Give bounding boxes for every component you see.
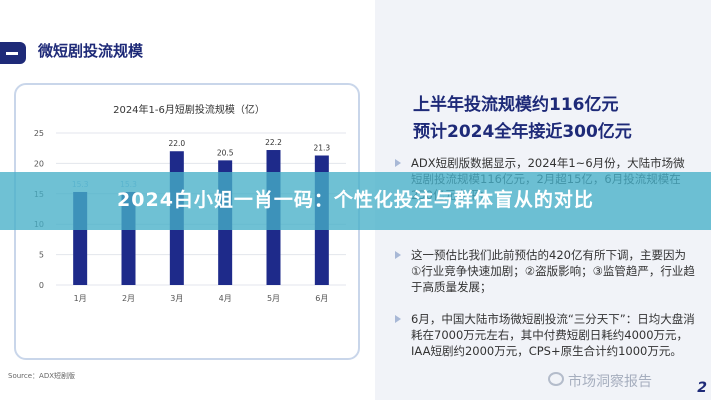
- paragraph-text: 6月，中国大陆市场微短剧投流“三分天下”：日均大盘消耗在7000万元左右，其中付…: [411, 312, 695, 358]
- x-tick-label: 4月: [219, 294, 232, 303]
- y-tick-label: 5: [39, 251, 44, 260]
- title-banner: [0, 172, 711, 230]
- y-tick-label: 20: [34, 159, 44, 168]
- bullet-paragraph-2: 这一预估比我们此前预估的420亿有所下调，主要因为①行业竞争快速加剧；②盗版影响…: [395, 247, 695, 295]
- x-tick-label: 6月: [315, 294, 328, 303]
- page-number: 2: [697, 380, 707, 396]
- bullet-arrow-icon: [395, 315, 401, 323]
- x-tick-label: 1月: [74, 294, 87, 303]
- data-label: 20.5: [217, 148, 234, 157]
- section-title: 微短剧投流规模: [38, 42, 144, 60]
- wechat-icon: [548, 372, 564, 386]
- data-label: 22.0: [168, 139, 185, 148]
- source-note: Source：ADX短剧版: [8, 372, 76, 380]
- chart-title: 2024年1-6月短剧投流规模（亿）: [113, 103, 265, 116]
- banner-text: 2024白小姐一肖一码：个性化投注与群体盲从的对比: [117, 189, 594, 211]
- paragraph-text: 这一预估比我们此前预估的420亿有所下调，主要因为①行业竞争快速加剧；②盗版影响…: [411, 248, 695, 294]
- data-label: 22.2: [265, 138, 282, 147]
- x-tick-label: 3月: [170, 294, 183, 303]
- x-tick-label: 2月: [122, 294, 135, 303]
- bullet-paragraph-3: 6月，中国大陆市场微短剧投流“三分天下”：日均大盘消耗在7000万元左右，其中付…: [395, 311, 695, 359]
- y-tick-label: 0: [39, 281, 44, 290]
- watermark-text: 市场洞察报告: [568, 374, 652, 390]
- headline-line-1: 上半年投流规模约116亿元: [413, 95, 619, 115]
- x-tick-label: 5月: [267, 294, 280, 303]
- headline-line-2: 预计2024全年接近300亿元: [413, 122, 632, 142]
- minus-icon: [0, 42, 26, 64]
- bullet-arrow-icon: [395, 159, 401, 167]
- data-label: 21.3: [313, 143, 330, 152]
- y-tick-label: 25: [34, 129, 44, 138]
- bullet-arrow-icon: [395, 251, 401, 259]
